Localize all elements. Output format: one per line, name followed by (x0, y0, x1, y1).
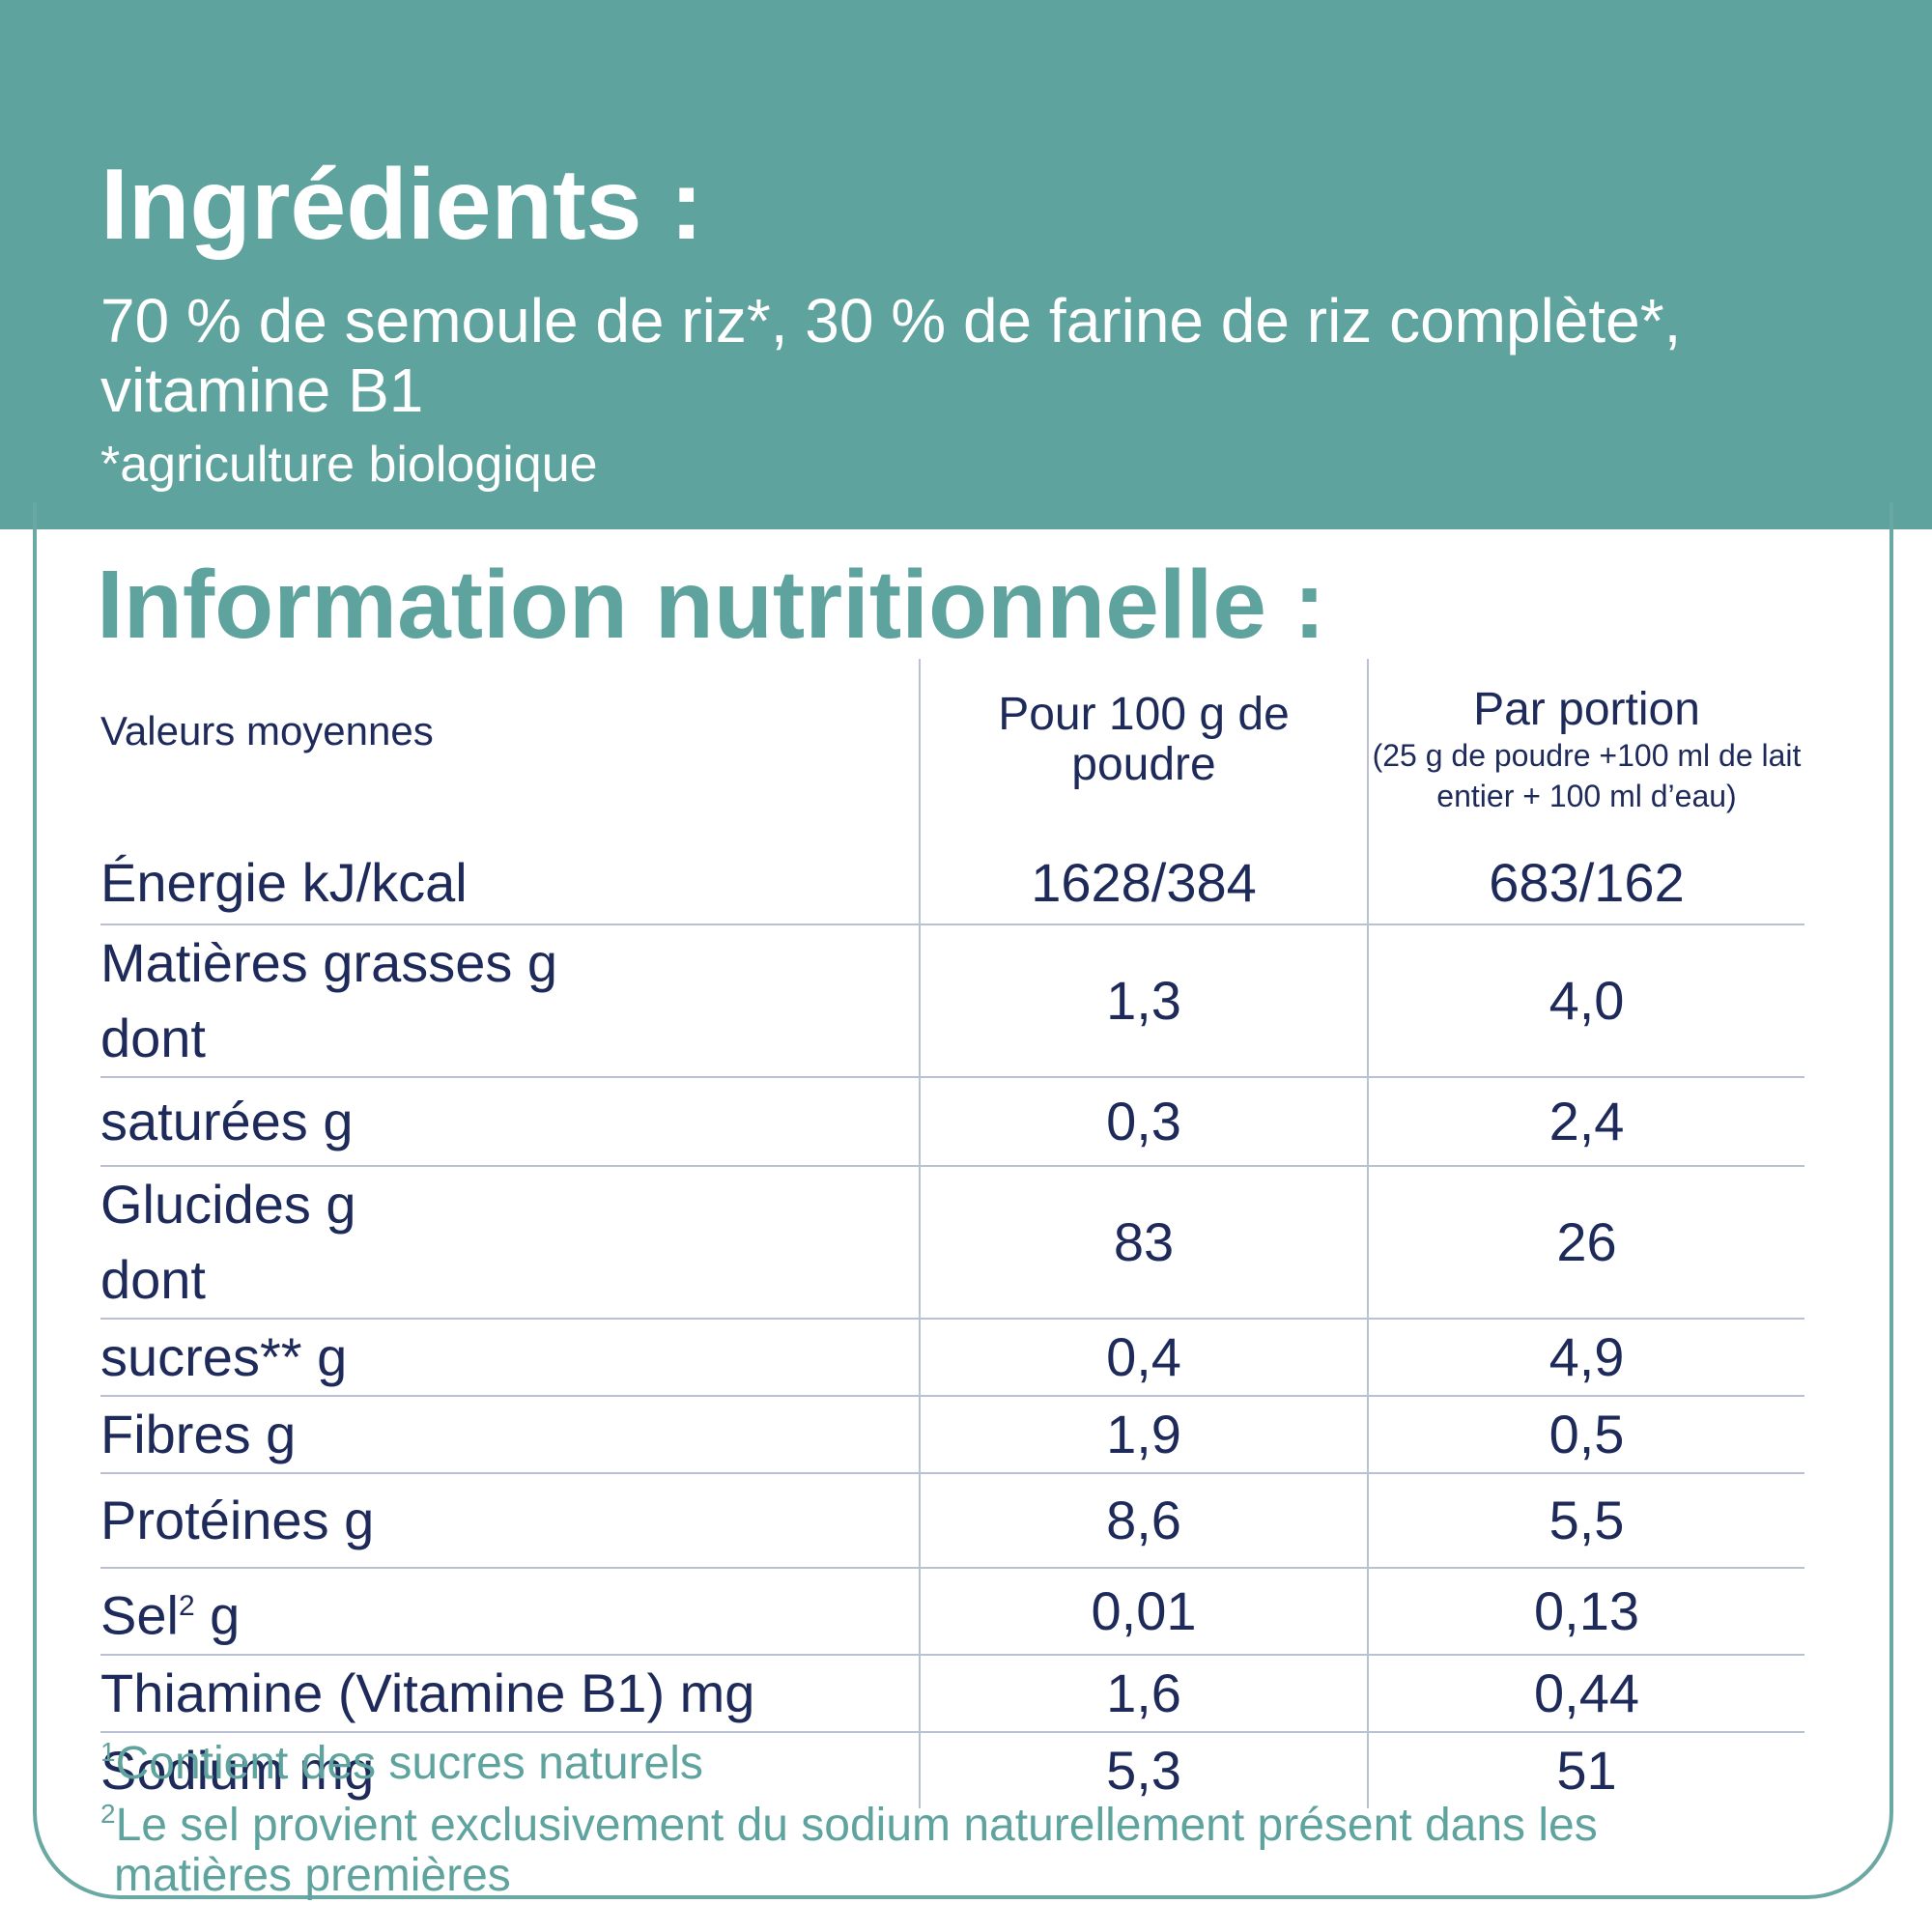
table-row: Fibres g 1,9 0,5 (100, 1396, 1804, 1473)
row-label-suffix: g (194, 1584, 241, 1646)
ingredients-panel (0, 0, 1932, 529)
value-per-portion: 5,5 (1367, 1473, 1804, 1568)
value-per-100g: 0,01 (919, 1568, 1368, 1655)
value-per-portion: 0,13 (1367, 1568, 1804, 1655)
row-label: Protéines g (100, 1490, 375, 1550)
ingredients-title: Ingrédients : (100, 149, 704, 261)
row-label-text: Sel (100, 1584, 179, 1646)
value-per-portion: 26 (1367, 1166, 1804, 1319)
row-label: Sel2 g (100, 1568, 920, 1655)
value-per-portion: 4,9 (1367, 1319, 1804, 1396)
value-per-portion: 2,4 (1367, 1077, 1804, 1166)
footnote-1: 1Contient des sucres naturels (100, 1727, 1820, 1789)
row-label: Thiamine (Vitamine B1) mg (100, 1662, 755, 1723)
row-label: saturées g (100, 1091, 354, 1151)
card-frame (33, 502, 1893, 1899)
header-per-portion: Par portion (25 g de poudre +100 ml de l… (1367, 659, 1804, 842)
value-per-100g: 1,3 (919, 924, 1368, 1077)
footnote-1-text: Contient des sucres naturels (115, 1738, 703, 1789)
row-label-line: dont (100, 1249, 206, 1310)
row-label-sup: 2 (178, 1590, 195, 1622)
nutrition-table: Valeurs moyennes Pour 100 g de poudre Pa… (100, 659, 1804, 1808)
row-label: Glucides g dont (100, 1166, 920, 1319)
header-per-portion-sub: (25 g de poudre +100 ml de lait entier +… (1372, 738, 1802, 813)
footnote-2-text: Le sel provient exclusivement du sodium … (115, 1800, 1598, 1851)
header-per-portion-title: Par portion (1473, 684, 1700, 735)
value-per-100g: 8,6 (919, 1473, 1368, 1568)
footnotes: 1Contient des sucres naturels 2Le sel pr… (100, 1727, 1820, 1901)
row-label-line: Glucides g (100, 1174, 356, 1235)
value-per-100g: 1,9 (919, 1396, 1368, 1473)
value-per-portion: 4,0 (1367, 924, 1804, 1077)
header-label: Valeurs moyennes (100, 708, 434, 753)
header-per-100g: Pour 100 g de poudre (919, 659, 1368, 842)
nutrition-title: Information nutritionnelle : (97, 551, 1326, 659)
value-per-100g: 0,4 (919, 1319, 1368, 1396)
table-row: Sodium mg 5,3 51 (100, 1731, 1804, 1808)
row-label: Sodium mg (100, 1739, 375, 1801)
value-per-portion: 683/162 (1367, 842, 1804, 924)
table-header-row: Valeurs moyennes Pour 100 g de poudre Pa… (100, 659, 1804, 842)
value-per-100g: 1,6 (919, 1654, 1368, 1732)
footnote-2-mark: 2 (100, 1799, 116, 1829)
footnote-2-continuation: matières premières (114, 1850, 511, 1901)
footnote-1-mark: 1 (100, 1737, 116, 1767)
value-per-portion: 0,44 (1367, 1654, 1804, 1732)
table-row: Protéines g 8,6 5,5 (100, 1473, 1804, 1568)
row-label: Énergie kJ/kcal (100, 852, 468, 913)
value-per-portion: 51 (1367, 1731, 1804, 1808)
row-label: sucres** g (100, 1326, 348, 1387)
table-row: sucres** g 0,4 4,9 (100, 1319, 1804, 1396)
value-per-100g: 1628/384 (919, 842, 1368, 924)
table-row: saturées g 0,3 2,4 (100, 1077, 1804, 1166)
table-row: Matières grasses g dont 1,3 4,0 (100, 924, 1804, 1077)
row-label: Matières grasses g dont (100, 924, 920, 1077)
value-per-100g: 5,3 (919, 1731, 1368, 1808)
ingredients-text: 70 % de semoule de riz*, 30 % de farine … (100, 286, 1682, 425)
table-row: Thiamine (Vitamine B1) mg 1,6 0,44 (100, 1654, 1804, 1732)
value-per-100g: 0,3 (919, 1077, 1368, 1166)
row-label: Fibres g (100, 1404, 297, 1464)
value-per-100g: 83 (919, 1166, 1368, 1319)
row-label-line: Matières grasses g (100, 932, 558, 993)
ingredients-note: *agriculture biologique (100, 437, 598, 493)
footnote-2: 2Le sel provient exclusivement du sodium… (100, 1789, 1820, 1851)
table-row: Sel2 g 0,01 0,13 (100, 1568, 1804, 1655)
table-row: Énergie kJ/kcal 1628/384 683/162 (100, 842, 1804, 924)
table-row: Glucides g dont 83 26 (100, 1166, 1804, 1319)
row-label-line: dont (100, 1008, 206, 1068)
value-per-portion: 0,5 (1367, 1396, 1804, 1473)
